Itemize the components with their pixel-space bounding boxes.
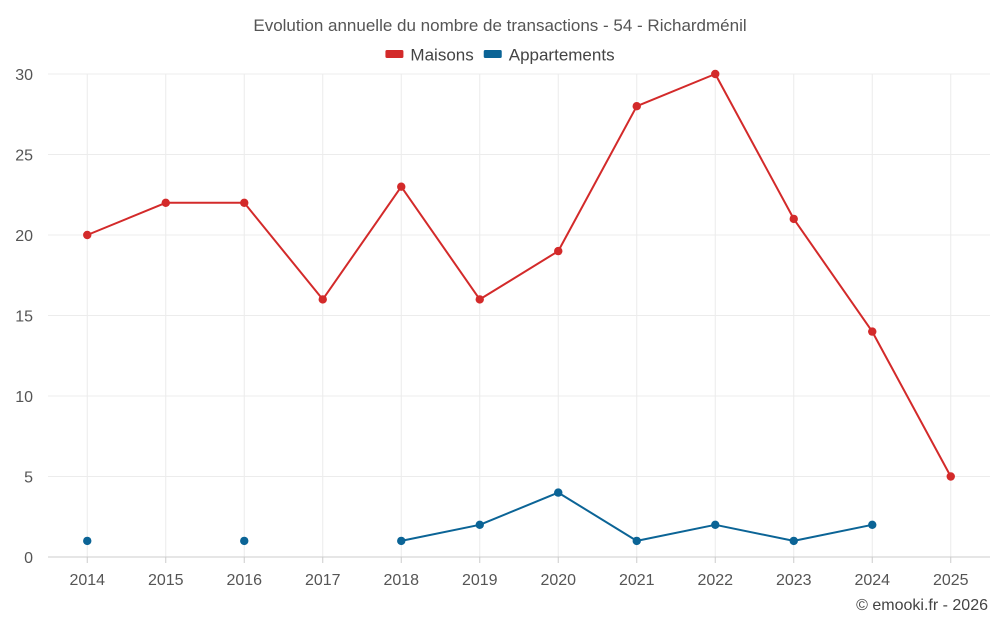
data-point[interactable] (632, 102, 641, 111)
data-point[interactable] (868, 520, 877, 529)
data-point[interactable] (240, 198, 249, 207)
y-tick-label: 30 (15, 67, 33, 84)
legend-item-appartements[interactable]: Appartements (483, 45, 615, 64)
y-tick-label: 5 (24, 470, 33, 487)
x-tick-label: 2016 (226, 572, 262, 589)
x-tick-label: 2017 (305, 572, 341, 589)
data-point[interactable] (397, 536, 406, 546)
x-tick-label: 2022 (697, 572, 733, 589)
x-tick-label: 2025 (933, 572, 969, 589)
data-point[interactable] (318, 295, 327, 304)
series-line (86, 73, 952, 477)
series-maisons (83, 69, 955, 481)
x-tick-label: 2019 (462, 572, 498, 589)
y-tick-label: 15 (15, 309, 33, 326)
legend-label: Maisons (410, 45, 473, 64)
x-tick-label: 2020 (540, 572, 576, 589)
legend-item-maisons[interactable]: Maisons (385, 45, 474, 64)
data-point[interactable] (632, 536, 641, 546)
data-point[interactable] (789, 536, 798, 546)
data-point[interactable] (711, 69, 720, 79)
x-tick-label: 2021 (619, 572, 655, 589)
y-tick-label: 10 (15, 389, 33, 406)
data-point[interactable] (554, 488, 563, 497)
x-tick-label: 2014 (69, 572, 105, 589)
gridlines (48, 73, 990, 557)
legend-swatch (385, 50, 404, 58)
data-point[interactable] (475, 295, 484, 304)
x-tick-label: 2018 (383, 572, 419, 589)
y-tick-label: 20 (15, 228, 33, 245)
data-point[interactable] (83, 536, 92, 546)
chart-title: Evolution annuelle du nombre de transact… (253, 16, 746, 35)
y-tick-label: 0 (24, 550, 33, 567)
data-point[interactable] (868, 327, 877, 336)
data-point[interactable] (946, 472, 955, 481)
data-point[interactable] (789, 214, 798, 224)
y-tick-label: 25 (15, 148, 33, 165)
credit-text: © emooki.fr - 2026 (856, 597, 988, 614)
legend-swatch (483, 50, 502, 58)
data-point[interactable] (83, 230, 92, 240)
series-appartements (83, 488, 877, 546)
data-point[interactable] (240, 536, 249, 546)
x-tick-label: 2024 (854, 572, 890, 589)
series-layer (83, 69, 955, 546)
x-tick-label: 2023 (776, 572, 812, 589)
data-point[interactable] (475, 520, 484, 529)
data-point[interactable] (554, 246, 563, 256)
data-point[interactable] (711, 520, 720, 529)
legend: Maisons Appartements (385, 45, 615, 64)
data-point[interactable] (161, 198, 170, 207)
data-point[interactable] (397, 182, 406, 191)
legend-label: Appartements (509, 45, 615, 64)
x-tick-label: 2015 (148, 572, 184, 589)
